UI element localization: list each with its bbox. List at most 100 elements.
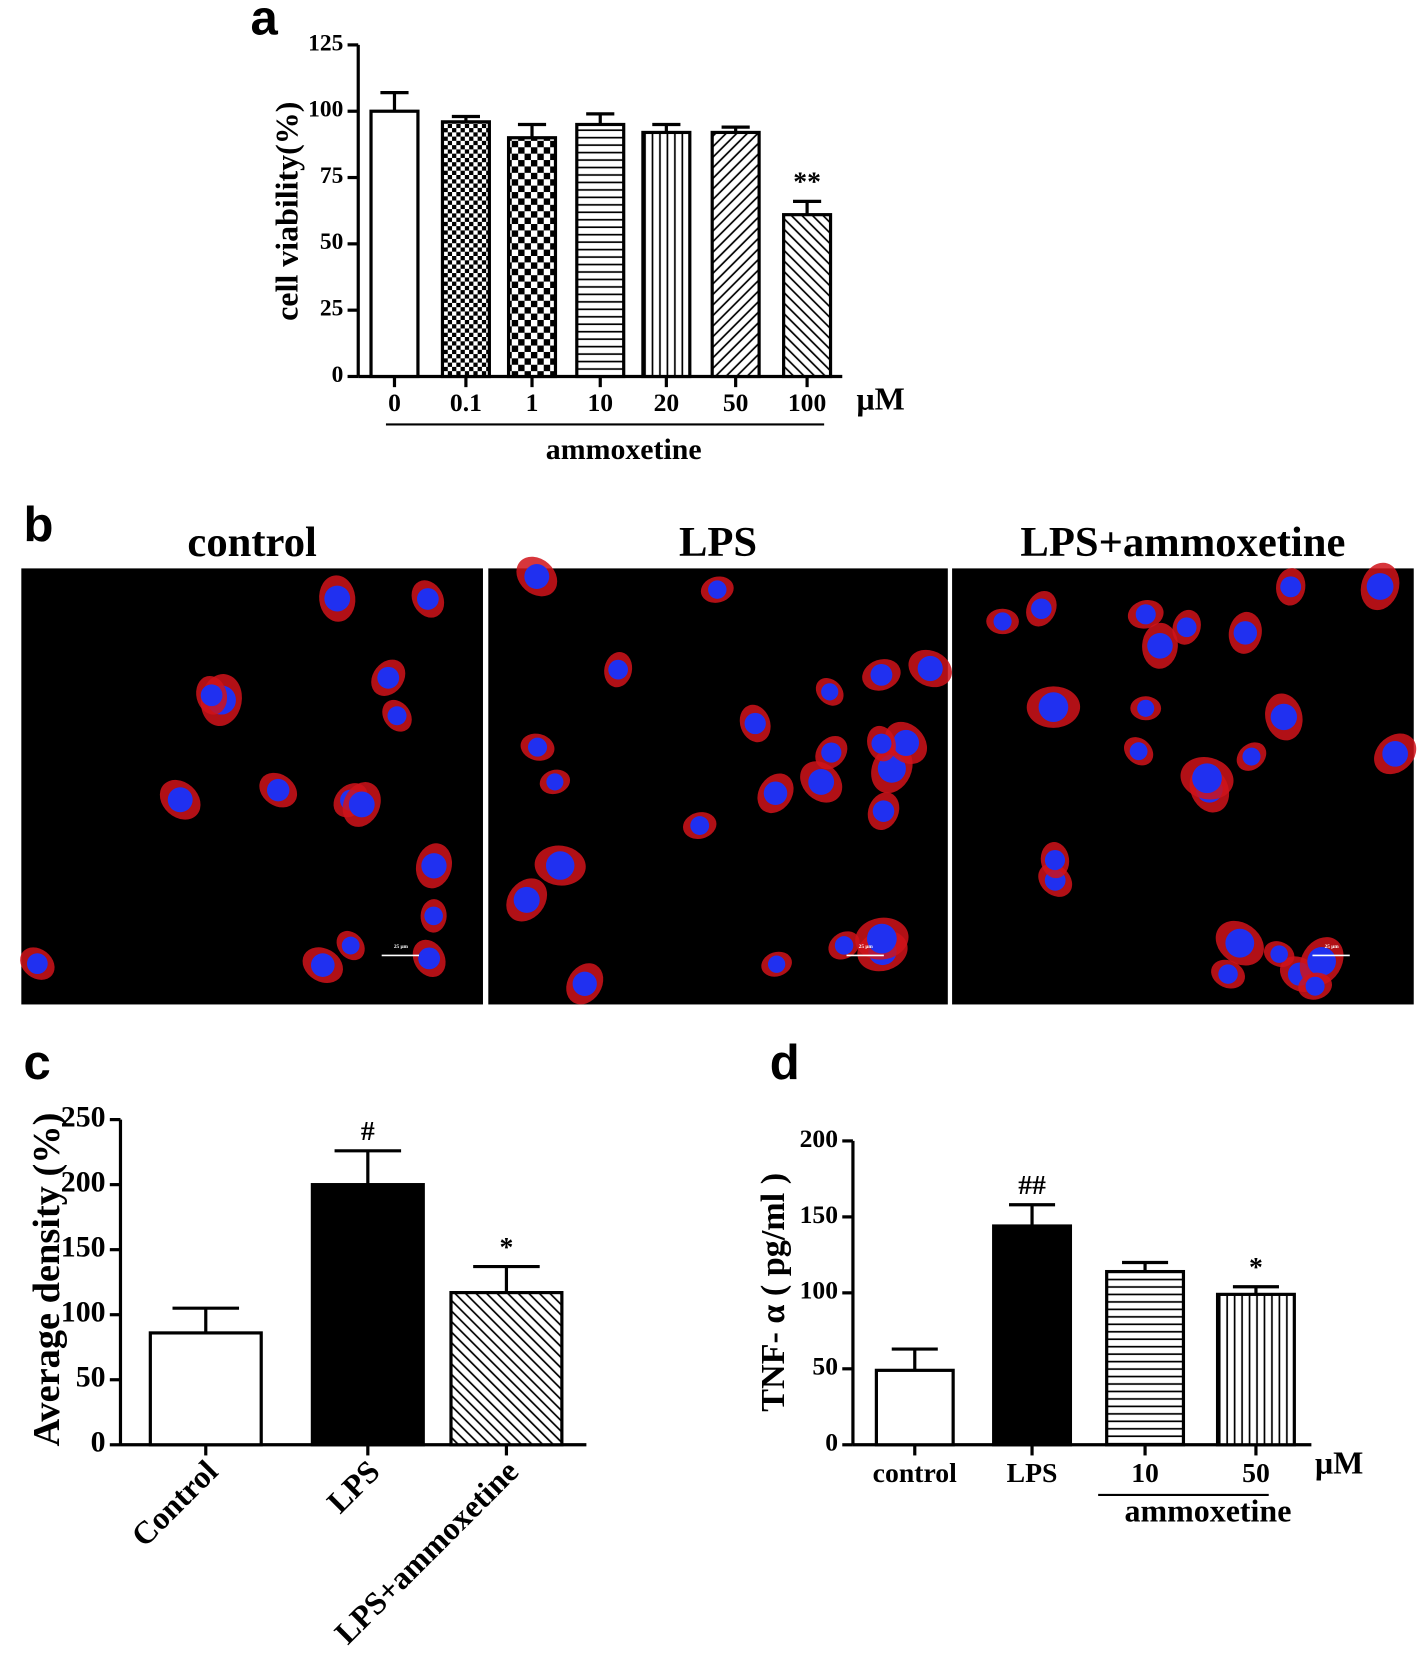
bar	[449, 1290, 564, 1447]
significance-mark: ##	[1018, 1169, 1046, 1200]
nucleus	[1176, 617, 1197, 638]
scale-bar-label: 25 μm	[394, 944, 409, 950]
nucleus	[892, 729, 920, 756]
bar	[1105, 1269, 1186, 1447]
y-tick-label: 50	[320, 229, 343, 255]
nucleus	[1307, 947, 1336, 976]
nucleus	[572, 971, 597, 996]
panel-label: c	[23, 1036, 50, 1090]
nucleus	[870, 663, 893, 686]
nucleus	[418, 947, 441, 970]
x-tick-label: control	[873, 1457, 957, 1488]
nucleus	[1192, 763, 1222, 794]
nucleus	[821, 742, 842, 763]
image-title: LPS	[679, 519, 757, 566]
micrograph	[21, 568, 483, 1005]
x-tick-label: Control	[125, 1454, 225, 1554]
bar	[440, 120, 491, 379]
panel-label: d	[770, 1036, 800, 1090]
y-tick-label: 0	[332, 362, 344, 388]
nucleus	[417, 588, 439, 610]
bar	[369, 109, 420, 379]
nucleus	[26, 953, 48, 975]
nucleus	[310, 953, 335, 977]
nucleus	[1305, 976, 1325, 996]
nucleus	[1366, 573, 1394, 600]
y-tick-label: 0	[91, 1426, 106, 1459]
y-tick-label: 250	[61, 1100, 106, 1133]
nucleus	[1233, 621, 1258, 645]
x-tick-label: 0.1	[450, 388, 482, 417]
nucleus	[1382, 740, 1408, 767]
nucleus	[872, 800, 895, 822]
nucleus	[993, 612, 1012, 631]
nucleus	[528, 737, 548, 757]
y-tick-label: 200	[61, 1165, 106, 1198]
significance-mark: #	[361, 1115, 375, 1146]
x-tick-label: 100	[788, 388, 826, 417]
nucleus	[877, 754, 906, 783]
nucleus	[1147, 633, 1173, 659]
y-tick-label: 25	[320, 296, 343, 322]
x-tick-label: LPS	[320, 1454, 386, 1520]
nucleus	[1218, 964, 1238, 984]
y-tick-label: 150	[800, 1200, 838, 1229]
significance-mark: *	[1249, 1251, 1263, 1282]
unit-label: μM	[1315, 1445, 1363, 1480]
nucleus	[545, 851, 575, 880]
nucleus	[866, 923, 897, 954]
x-tick-label: LPS	[1007, 1457, 1058, 1488]
y-tick-label: 125	[308, 30, 343, 56]
y-axis-label: Average density (%)	[26, 1113, 68, 1447]
y-tick-label: 100	[61, 1296, 106, 1329]
nucleus	[524, 564, 550, 589]
x-tick-label: 20	[654, 388, 680, 417]
bar	[992, 1224, 1073, 1447]
y-tick-label: 150	[61, 1231, 106, 1264]
nucleus	[1225, 928, 1255, 958]
nucleus	[421, 853, 447, 879]
nucleus	[546, 773, 564, 791]
panel-label: b	[23, 498, 53, 552]
group-label: ammoxetine	[546, 433, 702, 466]
significance-mark: *	[499, 1231, 513, 1262]
nucleus	[690, 816, 710, 835]
x-tick-label: 50	[1242, 1457, 1270, 1488]
bar	[310, 1183, 425, 1447]
nucleus	[1242, 747, 1261, 766]
bar	[575, 122, 626, 379]
bar	[641, 130, 692, 379]
bar	[782, 213, 833, 379]
panel-label: a	[251, 0, 279, 45]
nucleus	[608, 659, 629, 680]
nucleus	[266, 778, 290, 802]
bar	[874, 1368, 955, 1447]
y-tick-label: 100	[308, 97, 343, 123]
nucleus	[387, 706, 407, 726]
group-label: ammoxetine	[1125, 1493, 1292, 1528]
nucleus	[1135, 604, 1156, 625]
y-tick-label: 50	[76, 1361, 106, 1394]
y-tick-label: 100	[800, 1276, 838, 1305]
nucleus	[1129, 742, 1148, 761]
x-tick-label: 0	[388, 388, 401, 417]
y-tick-label: 0	[825, 1428, 838, 1457]
nucleus	[324, 585, 351, 612]
image-title: LPS+ammoxetine	[1020, 519, 1345, 566]
image-title: control	[187, 519, 317, 566]
nucleus	[200, 684, 223, 707]
y-tick-label: 75	[320, 163, 343, 189]
bar	[148, 1331, 263, 1447]
nucleus	[917, 655, 943, 682]
unit-label: μM	[857, 381, 905, 416]
bar	[506, 136, 558, 379]
y-tick-label: 200	[800, 1124, 838, 1153]
nucleus	[341, 936, 360, 955]
nucleus	[348, 791, 375, 818]
micrograph-panel: b control 25 μm LPS 25 μm LPS+ammoxetine 25 μ…	[20, 498, 1417, 1005]
nucleus	[1031, 598, 1052, 620]
nucleus	[708, 580, 727, 599]
scale-bar-label: 25 μm	[1325, 944, 1340, 950]
nucleus	[513, 886, 540, 913]
